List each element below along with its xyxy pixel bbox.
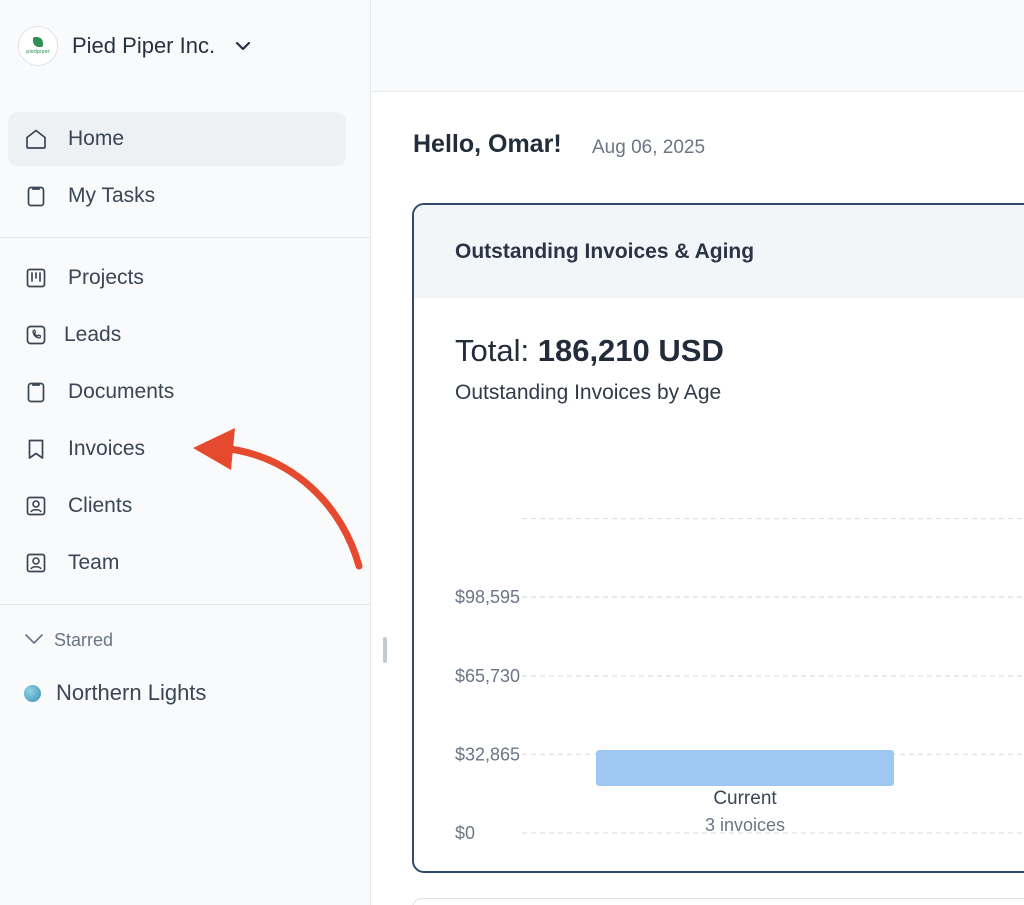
org-name: Pied Piper Inc. bbox=[72, 33, 216, 58]
bar-current[interactable] bbox=[596, 749, 894, 786]
annotation-arrow bbox=[193, 428, 363, 570]
sidebar-item-label: Invoices bbox=[68, 437, 146, 460]
kanban-icon bbox=[22, 264, 50, 292]
chart-subtitle: Outstanding Invoices by Age bbox=[455, 381, 722, 404]
current-date: Aug 06, 2025 bbox=[592, 137, 706, 158]
starred-heading: Starred bbox=[54, 630, 114, 650]
total-prefix: Total: bbox=[455, 333, 538, 368]
org-logo-text: piedpiper bbox=[26, 49, 50, 55]
sidebar-item-invoices[interactable]: Invoices bbox=[8, 422, 346, 476]
contact-card-icon bbox=[22, 492, 50, 520]
home-icon bbox=[22, 125, 50, 153]
sidebar-item-label: Leads bbox=[64, 323, 122, 346]
sidebar-item-projects[interactable]: Projects bbox=[8, 251, 346, 305]
leaf-icon bbox=[33, 37, 43, 47]
sidebar-item-my-tasks[interactable]: My Tasks bbox=[8, 169, 346, 223]
org-switcher[interactable]: piedpiper Pied Piper Inc. bbox=[18, 26, 251, 66]
y-tick-label: $98,595 bbox=[455, 587, 520, 607]
x-category-sublabel: 3 invoices bbox=[705, 815, 785, 835]
total-amount: Total: 186,210 USD bbox=[455, 333, 724, 369]
sidebar-item-label: Team bbox=[68, 551, 120, 574]
bookmark-icon bbox=[22, 435, 50, 463]
sidebar-item-documents[interactable]: Documents bbox=[8, 365, 346, 419]
sidebar-divider bbox=[0, 604, 371, 605]
sidebar-item-label: Clients bbox=[68, 494, 133, 517]
sidebar-item-home[interactable]: Home bbox=[8, 112, 346, 166]
x-category-label: Current bbox=[713, 788, 777, 809]
sidebar-item-team[interactable]: Team bbox=[8, 536, 346, 590]
sidebar-item-label: Home bbox=[68, 127, 125, 150]
aging-bar-chart: $0 $32,865 $65,730 $98,595 Current 3 invoices bbox=[455, 517, 1024, 843]
starred-section-toggle[interactable]: Starred bbox=[24, 630, 113, 651]
sidebar-item-label: Projects bbox=[68, 266, 144, 289]
chevron-down-icon[interactable] bbox=[235, 38, 251, 54]
top-bar bbox=[372, 0, 1024, 92]
sidebar-item-leads[interactable]: Leads bbox=[8, 308, 346, 362]
total-value: 186,210 USD bbox=[537, 333, 724, 368]
greeting: Hello, Omar! bbox=[413, 130, 562, 158]
outstanding-invoices-card: Outstanding Invoices & Aging Total: 186,… bbox=[412, 203, 1024, 873]
starred-item-label: Northern Lights bbox=[56, 680, 207, 705]
contact-card-icon bbox=[22, 549, 50, 577]
card-title: Outstanding Invoices & Aging bbox=[455, 239, 755, 263]
phone-icon bbox=[22, 321, 50, 349]
sidebar-item-label: Documents bbox=[68, 380, 175, 403]
project-color-dot bbox=[24, 684, 41, 702]
next-card bbox=[412, 898, 1024, 905]
sidebar-resize-handle[interactable] bbox=[383, 637, 387, 663]
sidebar-item-label: My Tasks bbox=[68, 184, 156, 207]
sidebar: piedpiper Pied Piper Inc. Home My Tasks … bbox=[0, 0, 371, 905]
sidebar-divider bbox=[0, 237, 371, 238]
clipboard-icon bbox=[22, 378, 50, 406]
org-logo: piedpiper bbox=[18, 26, 58, 66]
card-header: Outstanding Invoices & Aging bbox=[414, 205, 1024, 298]
starred-item[interactable]: Northern Lights bbox=[24, 680, 206, 706]
sidebar-item-clients[interactable]: Clients bbox=[8, 479, 346, 533]
y-tick-label: $65,730 bbox=[455, 666, 520, 686]
y-tick-label: $32,865 bbox=[455, 744, 520, 764]
y-tick-label: $0 bbox=[455, 823, 475, 843]
clipboard-icon bbox=[22, 182, 50, 210]
chevron-down-icon bbox=[24, 632, 44, 650]
